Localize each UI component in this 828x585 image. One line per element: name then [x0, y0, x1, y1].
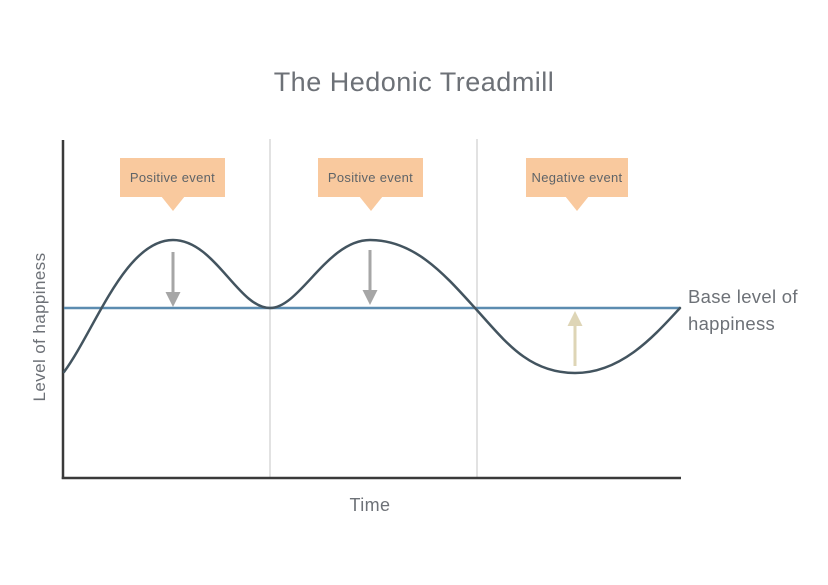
baseline-label: Base level of happiness [688, 286, 798, 334]
y-axis-label: Level of happiness [30, 252, 49, 402]
callout-label: Negative event [531, 170, 623, 185]
callout-negative-event: Negative event [526, 158, 628, 197]
page-title: The Hedonic Treadmill [273, 67, 555, 97]
up-arrow-icon [567, 311, 583, 366]
happiness-curve [62, 238, 682, 375]
callout-positive-event-2: Positive event [318, 158, 423, 197]
down-arrow-2-icon [362, 250, 378, 305]
callout-positive-event-1: Positive event [120, 158, 225, 197]
callout-label: Positive event [129, 170, 216, 185]
callout-label: Positive event [327, 170, 414, 185]
x-axis-label: Time [349, 495, 391, 515]
down-arrow-1-icon [165, 252, 181, 307]
